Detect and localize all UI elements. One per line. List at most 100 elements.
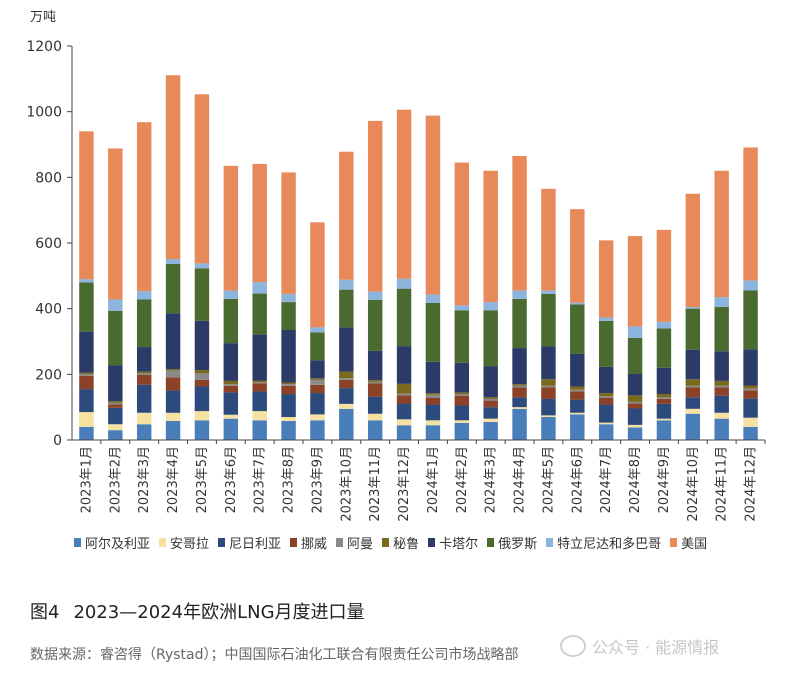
bar-segment	[223, 343, 239, 381]
legend-swatch	[74, 538, 81, 547]
bar-segment	[685, 349, 701, 380]
bar-segment	[425, 394, 441, 398]
bar-segment	[425, 302, 441, 362]
bar-segment	[714, 395, 729, 413]
bar-segment	[627, 403, 643, 409]
bar-segment	[136, 347, 152, 372]
legend-swatch	[382, 538, 390, 547]
bar-segment	[108, 310, 123, 366]
bar-segment	[743, 417, 758, 427]
wechat-icon	[560, 635, 586, 657]
bar-segment	[79, 389, 94, 413]
bar-segment	[339, 378, 354, 380]
x-tick-label: 2024年7月	[599, 446, 614, 513]
bar-segment	[512, 298, 527, 349]
bar-segment	[714, 418, 729, 440]
bar-segment	[367, 380, 383, 382]
bar-segment	[396, 395, 412, 404]
bar-segment	[396, 288, 412, 347]
bar-segment	[570, 353, 585, 387]
bar-segment	[339, 151, 354, 280]
legend-entry: 俄罗斯	[487, 533, 537, 552]
bar-segment	[512, 397, 527, 408]
bar-segment	[310, 384, 325, 394]
bar-segment	[714, 351, 729, 381]
bar-segment	[541, 387, 556, 399]
bar-segment	[541, 398, 556, 416]
legend-swatch	[428, 538, 436, 547]
y-tick-label: 1000	[26, 105, 62, 121]
bar-segment	[656, 328, 672, 368]
bar-segment	[685, 308, 701, 350]
bar-segment	[367, 383, 383, 397]
bar-segment	[136, 373, 152, 375]
bar-segment	[541, 188, 556, 291]
bar-segment	[252, 411, 267, 421]
bar-segment	[425, 420, 441, 426]
bar-segment	[367, 396, 383, 414]
bar-segment	[194, 386, 210, 412]
bar-segment	[570, 304, 585, 354]
bar-segment	[79, 372, 94, 375]
x-tick-label: 2024年1月	[426, 446, 441, 513]
bar-segment	[743, 385, 758, 389]
bar-segment	[223, 165, 239, 291]
bar-segment	[339, 379, 354, 389]
bar-segment	[454, 305, 470, 311]
watermark: 公众号 · 能源情报	[560, 634, 719, 658]
bar-segment	[570, 399, 585, 413]
bar-segment	[396, 393, 412, 396]
bar-segment	[281, 394, 296, 418]
bar-segment	[79, 412, 94, 427]
bar-segment	[598, 366, 614, 394]
bar-segment	[454, 394, 470, 396]
bar-segment	[223, 384, 239, 386]
bar-segment	[425, 361, 441, 394]
bar-segment	[367, 291, 383, 300]
bar-segment	[310, 378, 325, 380]
bar-segment	[454, 362, 470, 393]
bar-segment	[570, 209, 585, 303]
chart-legend: 阿尔及利亚 安哥拉 尼日利亚 挪威 阿曼 秘鲁 卡塔尔 俄罗斯 特立尼达和多巴哥 美国	[74, 533, 774, 552]
bar-segment	[108, 401, 123, 403]
bar-segment	[136, 412, 152, 425]
legend-swatch	[670, 538, 678, 547]
bar-segment	[743, 280, 758, 291]
y-axis-unit-label: 万吨	[30, 10, 57, 25]
bar-segment	[483, 170, 498, 303]
bar-segment	[165, 412, 181, 421]
bar-segment	[714, 307, 729, 352]
bar-segment	[223, 385, 239, 393]
legend-entry: 美国	[670, 533, 707, 552]
bar-segment	[194, 370, 210, 374]
bar-segment	[252, 382, 267, 384]
x-tick-label: 2023年1月	[79, 446, 94, 513]
bar-segment	[454, 392, 470, 395]
bar-segment	[656, 398, 672, 404]
bar-segment	[685, 307, 701, 309]
bar-segment	[339, 279, 354, 290]
x-tick-label: 2023年2月	[108, 446, 123, 513]
legend-entry: 安哥拉	[159, 533, 209, 552]
bar-segment	[512, 387, 527, 398]
legend-label: 阿曼	[347, 537, 374, 552]
x-tick-label: 2024年8月	[628, 446, 643, 513]
y-tick-label: 800	[35, 170, 62, 186]
bar-segment	[483, 407, 498, 419]
bar-segment	[598, 393, 614, 397]
bar-segment	[194, 268, 210, 321]
bar-segment	[512, 384, 527, 386]
bar-segment	[685, 193, 701, 308]
bar-segment	[483, 400, 498, 408]
bar-segment	[165, 377, 181, 391]
bar-segment	[483, 421, 498, 440]
bar-segment	[454, 162, 470, 306]
bar-segment	[194, 373, 210, 380]
bar-segment	[627, 424, 643, 428]
legend-label: 秘鲁	[393, 537, 420, 552]
bar-segment	[656, 418, 672, 421]
bar-segment	[79, 282, 94, 332]
bar-segment	[310, 332, 325, 361]
x-tick-label: 2023年12月	[397, 446, 412, 522]
bar-segment	[281, 382, 296, 385]
